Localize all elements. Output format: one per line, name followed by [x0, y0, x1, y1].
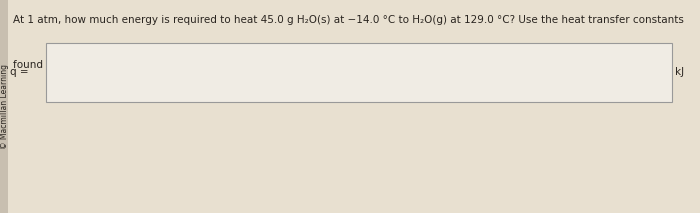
- Text: kJ: kJ: [676, 68, 685, 77]
- Bar: [0, 0, 8, 213]
- Text: found in this table.: found in this table.: [13, 60, 111, 70]
- Text: © Macmillan Learning: © Macmillan Learning: [0, 64, 8, 149]
- Text: q =: q =: [10, 68, 29, 77]
- FancyBboxPatch shape: [46, 43, 672, 102]
- Text: At 1 atm, how much energy is required to heat 45.0 g H₂O(s) at −14.0 °C to H₂O(g: At 1 atm, how much energy is required to…: [13, 15, 683, 25]
